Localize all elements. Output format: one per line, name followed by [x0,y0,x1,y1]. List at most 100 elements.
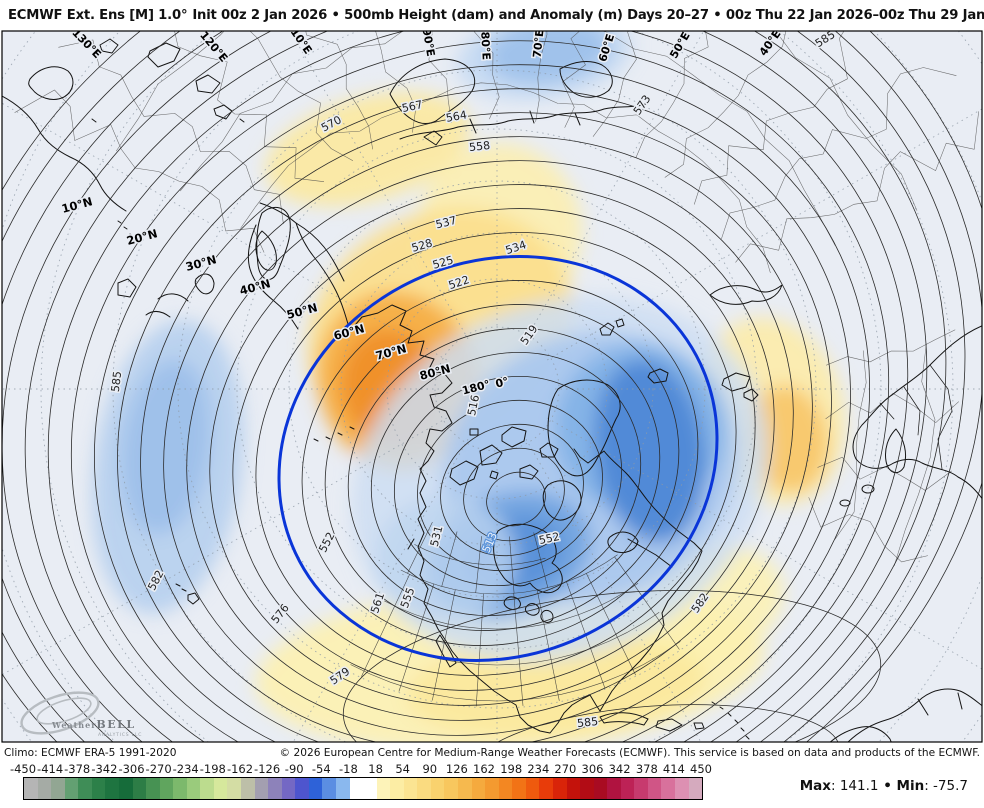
colorbar-segment [200,778,214,799]
colorbar-segment [254,778,269,799]
eurasia-borders [535,31,548,122]
mideast-borders [825,329,956,366]
colorbar-segment [634,778,648,799]
colorbar-segment [173,778,187,799]
colorbar-segment [295,778,309,799]
colorbar-segment [159,778,174,799]
colorbar-tick: 306 [581,762,604,776]
height-contour [70,40,890,742]
longitude-label: 70°E [531,30,547,58]
latitude-circle [434,326,560,452]
coastline-arctic-islands [449,426,559,486]
anomaly-blob [747,385,829,493]
colorbar-segment [512,778,526,799]
colorbar-segment [335,778,350,799]
colorbar-tick: 270 [554,762,577,776]
logo-text: WeatherBELL [51,718,136,731]
height-contour [417,399,603,572]
meridian-line [546,417,982,670]
eurasia-borders [428,31,452,123]
colorbar-segment [281,778,296,799]
eurasia-borders [635,31,709,158]
coastline-hudson-bay [493,523,563,594]
latitude-circle [386,278,608,500]
colorbar-tick: -306 [118,762,145,776]
climo-caption: Climo: ECMWF ERA-5 1991-2020 [4,747,177,759]
logo-subtitle: ANALYTICS LLC [98,732,142,738]
colorbar-segment [498,778,513,799]
eurasia-borders [179,31,836,246]
height-contour-high [470,704,840,742]
max-label: Max [799,778,831,794]
anomaly-blob [120,359,212,535]
eurasia-borders [375,31,417,133]
latitude-circle [40,31,954,742]
colorbar-segment [661,778,675,799]
coastline-bering-siberia [255,202,351,332]
eurasia-borders [14,89,265,253]
height-contour [393,375,623,587]
colorbar-tick: -18 [338,762,358,776]
height-contour [440,423,584,557]
colorbar-segment [146,778,160,799]
height-contour-high [342,589,882,742]
contour-label: 567 [401,98,424,115]
coastline-caribbean [599,701,750,740]
contour-label: 585 [109,370,124,392]
colorbar-tick: 126 [445,762,468,776]
height-contour [486,471,546,527]
admin-borders-layer [14,31,979,707]
coastline-okhotsk-japan [145,224,299,330]
height-contour [2,31,982,742]
height-contour [301,280,699,646]
contour-label: 552 [538,530,561,547]
meridian-line [2,102,448,361]
colorbar-segment [539,778,553,799]
logo-swirl-icon [36,697,92,725]
colorbar-segment [349,778,364,799]
anomaly-blob [486,31,610,84]
meridian-line [2,417,448,676]
longitude-label: 80°E [478,31,492,60]
anomaly-blob [265,91,471,207]
colorbar-tick: -126 [254,762,281,776]
mideast-borders [893,343,936,566]
eurasia-borders [562,31,586,128]
eurasia-borders [249,31,354,161]
eurasia-borders [721,67,957,239]
separator: • [878,778,897,794]
colorbar-segment [78,778,92,799]
contour-label: 537 [434,214,458,232]
min-label: Min [896,778,925,794]
colorbar-tick: -54 [311,762,331,776]
coastline-labrador [573,448,679,532]
height-contour [370,351,642,602]
us-states-border [398,583,435,692]
height-contour [163,136,813,736]
colorbar-segment [444,778,458,799]
canada-provinces-border [414,544,546,566]
coastline-se-asia-islands [28,38,245,237]
colorbar-tick: -90 [284,762,304,776]
colorbar-tick: 414 [662,762,685,776]
max-value: : 141.1 [831,778,879,794]
colorbar-segment [51,778,65,799]
colorbar-segment [417,778,431,799]
map-area: 585 582 579 576 561 555 552 552 585 582 585 573 570 5… [0,30,984,744]
colorbar-tick: 342 [608,762,631,776]
colorbar-tick: 198 [500,762,523,776]
colorbar-segment [525,778,540,799]
coastline-europe-mediterranean [709,284,982,507]
coastline-newfoundland [607,531,639,554]
colorbar-tick: 90 [422,762,438,776]
coastline-baffin [542,480,582,521]
height-contour [24,31,928,742]
us-states-border [432,589,456,701]
min-value: : -75.7 [924,778,968,794]
coastline-caspian [256,206,291,280]
colorbar-tick: 54 [395,762,411,776]
height-contours-layer [2,31,982,742]
longitude-label: 0° [494,375,510,391]
height-contour [463,447,565,542]
borders-mideast [879,364,953,470]
